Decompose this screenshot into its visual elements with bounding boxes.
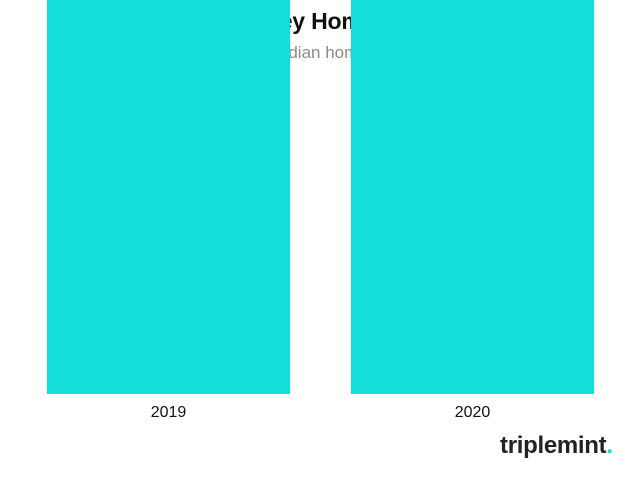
brand-dot: . xyxy=(606,432,613,459)
bar-2020 xyxy=(351,0,594,394)
brand-name: triplemint xyxy=(500,432,607,459)
bar-2019 xyxy=(47,0,290,394)
triplemint-logo: triplemint. xyxy=(500,432,613,460)
x-tick-label-2020: 2020 xyxy=(455,404,491,421)
x-tick-label-2019: 2019 xyxy=(151,404,187,421)
